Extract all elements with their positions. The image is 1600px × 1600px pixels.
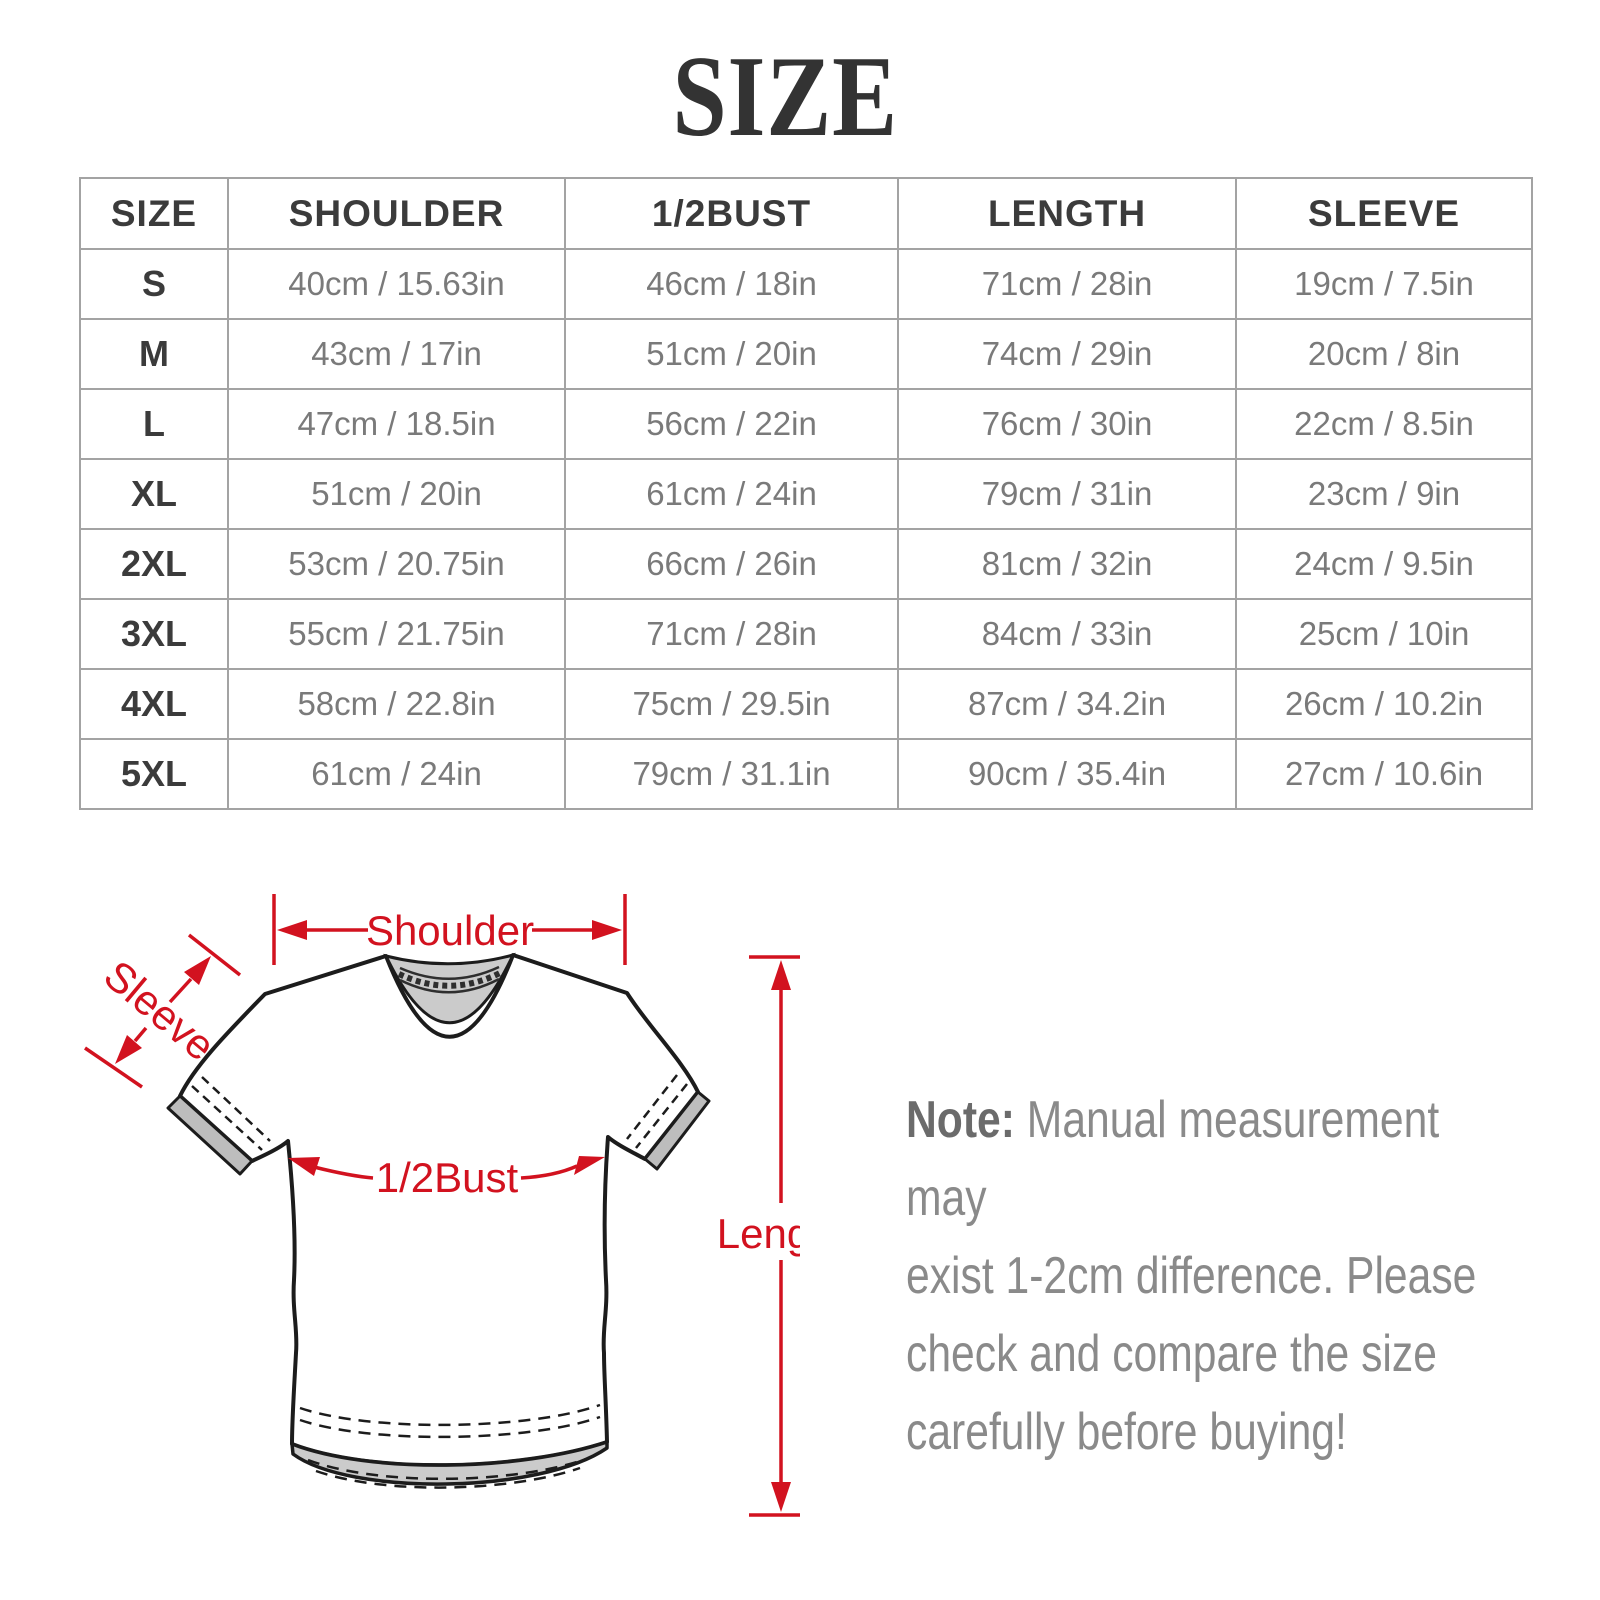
cell-sleeve: 23cm / 9in xyxy=(1235,458,1533,530)
cell-sleeve: 26cm / 10.2in xyxy=(1235,668,1533,740)
cell-halfbust: 66cm / 26in xyxy=(564,528,899,600)
shoulder-label: Shoulder xyxy=(366,907,534,954)
tshirt-outline xyxy=(178,953,700,1468)
half-bust-arrow xyxy=(288,1156,605,1180)
page-title: SIZE xyxy=(672,33,898,161)
right-cuff xyxy=(626,1074,711,1171)
cell-shoulder: 43cm / 17in xyxy=(227,318,566,390)
note-prefix: Note: xyxy=(906,1091,1015,1149)
shoulder-arrow xyxy=(272,894,627,965)
cell-size: 3XL xyxy=(79,598,229,670)
note-body: Manual measurement may exist 1-2cm diffe… xyxy=(906,1091,1477,1461)
collar-braid xyxy=(397,965,502,994)
cell-shoulder: 53cm / 20.75in xyxy=(227,528,566,600)
table-header-row: SIZE SHOULDER 1/2BUST LENGTH SLEEVE xyxy=(79,177,1533,250)
table-row: L 47cm / 18.5in 56cm / 22in 76cm / 30in … xyxy=(79,388,1533,460)
size-table: SIZE SHOULDER 1/2BUST LENGTH SLEEVE S 40… xyxy=(79,177,1533,810)
cell-length: 81cm / 32in xyxy=(897,528,1237,600)
cell-size: M xyxy=(79,318,229,390)
cell-sleeve: 24cm / 9.5in xyxy=(1235,528,1533,600)
header-shoulder: SHOULDER xyxy=(227,177,566,250)
header-sleeve: SLEEVE xyxy=(1235,177,1533,250)
table-row: 4XL 58cm / 22.8in 75cm / 29.5in 87cm / 3… xyxy=(79,668,1533,740)
table-row: XL 51cm / 20in 61cm / 24in 79cm / 31in 2… xyxy=(79,458,1533,530)
cell-halfbust: 51cm / 20in xyxy=(564,318,899,390)
cell-size: 4XL xyxy=(79,668,229,740)
cell-length: 90cm / 35.4in xyxy=(897,738,1237,810)
cell-halfbust: 71cm / 28in xyxy=(564,598,899,670)
cell-halfbust: 75cm / 29.5in xyxy=(564,668,899,740)
cell-length: 87cm / 34.2in xyxy=(897,668,1237,740)
header-size: SIZE xyxy=(79,177,229,250)
cell-sleeve: 22cm / 8.5in xyxy=(1235,388,1533,460)
cell-length: 76cm / 30in xyxy=(897,388,1237,460)
table-row: 3XL 55cm / 21.75in 71cm / 28in 84cm / 33… xyxy=(79,598,1533,670)
cell-shoulder: 40cm / 15.63in xyxy=(227,248,566,320)
cell-halfbust: 46cm / 18in xyxy=(564,248,899,320)
tshirt-measurement-diagram: Shoulder Sleeve 1/2Bust Length xyxy=(84,894,800,1517)
bottom-hem xyxy=(290,1403,609,1489)
cell-sleeve: 27cm / 10.6in xyxy=(1235,738,1533,810)
header-halfbust: 1/2BUST xyxy=(564,177,899,250)
collar-interior xyxy=(383,952,516,1025)
cell-size: L xyxy=(79,388,229,460)
cell-shoulder: 47cm / 18.5in xyxy=(227,388,566,460)
table-row: 2XL 53cm / 20.75in 66cm / 26in 81cm / 32… xyxy=(79,528,1533,600)
cell-sleeve: 25cm / 10in xyxy=(1235,598,1533,670)
cell-length: 71cm / 28in xyxy=(897,248,1237,320)
page-title-wrap: SIZE xyxy=(0,39,1570,155)
table-row: 5XL 61cm / 24in 79cm / 31.1in 90cm / 35.… xyxy=(79,738,1533,810)
cell-halfbust: 56cm / 22in xyxy=(564,388,899,460)
cell-shoulder: 61cm / 24in xyxy=(227,738,566,810)
sleeve-arrow xyxy=(84,933,242,1089)
cell-shoulder: 58cm / 22.8in xyxy=(227,668,566,740)
cell-sleeve: 20cm / 8in xyxy=(1235,318,1533,390)
cell-halfbust: 61cm / 24in xyxy=(564,458,899,530)
cell-size: S xyxy=(79,248,229,320)
length-arrow xyxy=(749,955,800,1517)
header-length: LENGTH xyxy=(897,177,1237,250)
cell-sleeve: 19cm / 7.5in xyxy=(1235,248,1533,320)
cell-length: 84cm / 33in xyxy=(897,598,1237,670)
note-text: Note: Manual measurement may exist 1-2cm… xyxy=(906,1081,1526,1471)
cell-shoulder: 51cm / 20in xyxy=(227,458,566,530)
cell-shoulder: 55cm / 21.75in xyxy=(227,598,566,670)
cell-size: 5XL xyxy=(79,738,229,810)
half-bust-label: 1/2Bust xyxy=(376,1154,519,1201)
cell-length: 79cm / 31in xyxy=(897,458,1237,530)
cell-size: XL xyxy=(79,458,229,530)
table-row: S 40cm / 15.63in 46cm / 18in 71cm / 28in… xyxy=(79,248,1533,320)
length-label: Length xyxy=(717,1210,800,1257)
cell-length: 74cm / 29in xyxy=(897,318,1237,390)
left-cuff xyxy=(166,1076,271,1176)
table-row: M 43cm / 17in 51cm / 20in 74cm / 29in 20… xyxy=(79,318,1533,390)
cell-halfbust: 79cm / 31.1in xyxy=(564,738,899,810)
cell-size: 2XL xyxy=(79,528,229,600)
